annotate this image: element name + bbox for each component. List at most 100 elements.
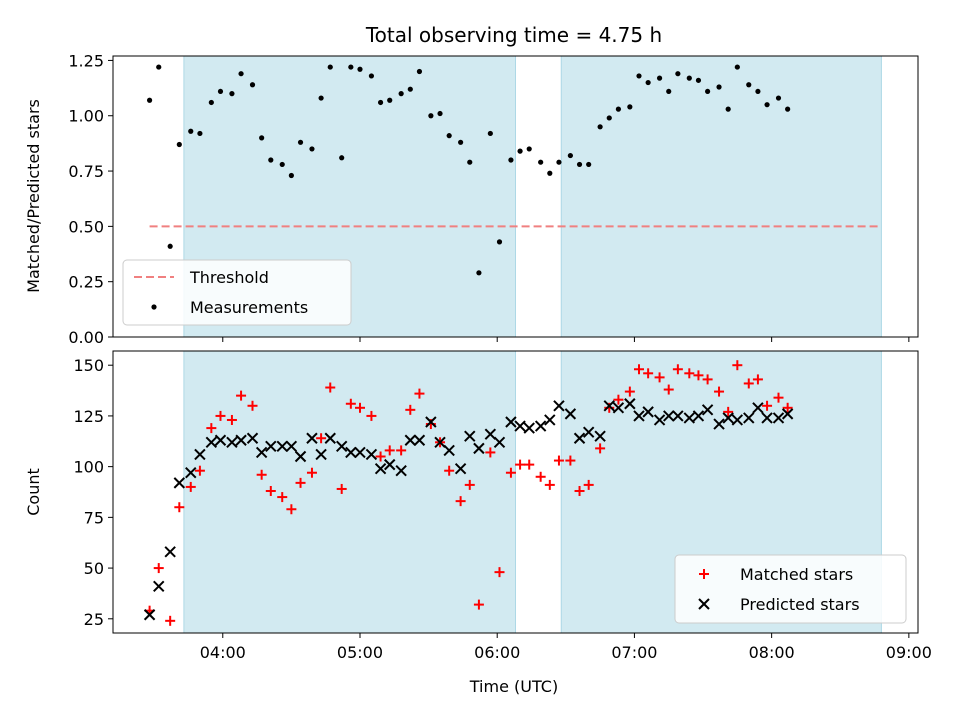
measurement-point <box>197 130 203 137</box>
predicted-star-point <box>194 448 206 461</box>
matched-star-point <box>693 370 704 381</box>
matched-star-point <box>455 496 466 507</box>
matched-stars-points <box>144 360 793 626</box>
measurement-point <box>645 79 651 86</box>
predicted-star-point <box>523 422 535 434</box>
measurement-point <box>556 159 562 165</box>
measurement-point <box>538 159 544 165</box>
y-tick-label: 50 <box>84 559 104 578</box>
bottom-x-axis-label: Time (UTC) <box>469 677 558 696</box>
measurement-point <box>496 239 503 245</box>
matched-star-point <box>336 483 347 494</box>
measurement-point <box>597 124 603 130</box>
matched-star-point <box>366 410 377 421</box>
matched-star-point <box>574 485 585 496</box>
matched-star-point <box>206 423 217 434</box>
measurement-point <box>716 84 722 90</box>
predicted-star-point <box>425 416 437 428</box>
matched-star-point <box>354 402 365 413</box>
predicted-star-point <box>434 436 446 449</box>
legend-measurements-label: Measurements <box>190 298 308 317</box>
predicted-star-point <box>306 432 318 444</box>
predicted-star-point <box>484 428 497 440</box>
predicted-stars-points <box>143 398 794 621</box>
top-y-axis-label: Matched/Predicted stars <box>24 99 43 293</box>
matched-star-point <box>773 392 784 403</box>
predicted-star-point <box>743 412 755 424</box>
matched-star-point <box>633 364 644 375</box>
measurement-point <box>636 73 642 79</box>
matched-star-point <box>405 404 416 415</box>
predicted-star-point <box>514 420 526 432</box>
predicted-star-point <box>612 402 625 414</box>
predicted-star-point <box>443 444 455 457</box>
matched-star-point <box>714 386 725 397</box>
measurement-point <box>764 102 770 108</box>
predicted-star-point <box>653 414 666 426</box>
predicted-star-point <box>374 462 387 475</box>
measurement-point <box>615 106 622 112</box>
measurement-point <box>297 139 304 145</box>
matched-star-point <box>565 455 576 466</box>
measurement-point <box>318 95 324 101</box>
predicted-star-point <box>143 609 156 621</box>
predicted-star-point <box>294 450 307 463</box>
matched-star-point <box>325 382 336 393</box>
predicted-star-point <box>553 400 565 412</box>
measurement-point <box>446 133 452 139</box>
matched-star-point <box>265 485 276 496</box>
measurement-point <box>508 157 514 163</box>
matched-star-point <box>236 390 247 401</box>
predicted-star-point <box>493 436 506 449</box>
matched-star-point <box>165 615 176 626</box>
measurement-point <box>229 91 235 97</box>
measurement-point <box>217 88 224 95</box>
measurement-point <box>176 141 182 148</box>
top-chart-title: Total observing time = 4.75 h <box>365 23 662 47</box>
predicted-star-point <box>164 546 176 558</box>
measurement-point <box>398 91 404 97</box>
predicted-star-point <box>573 432 586 444</box>
predicted-star-point <box>226 436 238 449</box>
predicted-star-point <box>235 434 247 446</box>
measurement-point <box>377 99 384 106</box>
predicted-star-point <box>365 448 378 461</box>
matched-star-point <box>524 459 535 470</box>
bottom-panel: 25 50 75 100 125 150 04:00 05:00 06:00 07:00 08:0… <box>24 350 932 696</box>
legend-measurements-swatch <box>151 304 157 310</box>
measurement-point <box>746 82 752 88</box>
predicted-star-point <box>713 418 725 430</box>
matched-star-point <box>185 481 196 492</box>
bottom-y-axis: 25 50 75 100 125 150 <box>73 356 113 629</box>
measurement-point <box>249 82 256 88</box>
matched-star-point <box>384 445 395 456</box>
matched-star-point <box>473 599 484 610</box>
predicted-star-point <box>205 436 218 449</box>
matched-star-point <box>535 471 546 482</box>
shaded-interval <box>183 351 516 633</box>
predicted-star-point <box>454 462 467 475</box>
x-tick-label: 08:00 <box>749 643 795 662</box>
measurement-point <box>339 155 345 161</box>
matched-star-point <box>345 398 356 409</box>
measurement-point <box>785 106 791 112</box>
predicted-star-point <box>663 410 675 422</box>
matched-star-point <box>553 455 564 466</box>
measurement-point <box>734 64 740 70</box>
matched-star-point <box>643 368 654 379</box>
predicted-star-point <box>395 464 407 477</box>
predicted-star-point <box>683 412 696 424</box>
measurement-point <box>348 64 354 70</box>
legend-predicted-swatch <box>698 598 710 610</box>
measurement-points <box>146 64 791 276</box>
measurement-point <box>387 97 393 103</box>
matched-star-point <box>723 406 734 417</box>
predicted-star-point <box>692 410 705 422</box>
y-tick-label: 75 <box>84 508 104 527</box>
y-tick-label: 100 <box>73 458 104 477</box>
measurement-point <box>666 88 672 95</box>
predicted-star-point <box>464 430 476 442</box>
legend-threshold-label: Threshold <box>189 268 269 287</box>
measurement-point <box>309 146 315 152</box>
measurement-point <box>156 64 162 70</box>
